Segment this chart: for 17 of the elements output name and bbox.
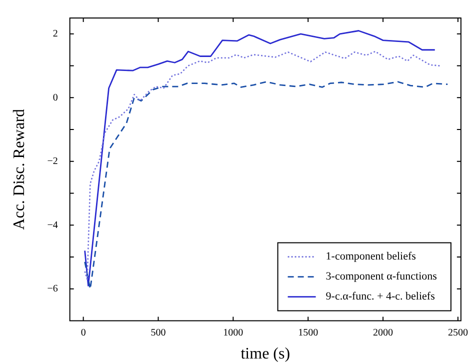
y-tick-label: 0 xyxy=(52,92,58,104)
x-tick-label: 500 xyxy=(150,327,166,338)
x-tick-label: 2500 xyxy=(448,327,468,338)
y-tick-label: −4 xyxy=(47,220,58,231)
legend-label: 9-c.α-func. + 4-c. beliefs xyxy=(326,290,435,303)
x-tick-label: 1500 xyxy=(298,327,318,338)
x-tick-label: 1000 xyxy=(223,327,244,338)
x-tick-label: 2000 xyxy=(373,327,394,338)
legend-label: 1-component beliefs xyxy=(326,250,416,263)
x-axis-title: time (s) xyxy=(240,346,290,363)
y-tick-label: −6 xyxy=(47,284,58,295)
y-tick-label: −2 xyxy=(47,156,58,168)
x-tick-label: 0 xyxy=(80,327,86,338)
line-series xyxy=(84,81,448,290)
legend-label: 3-component α-functions xyxy=(326,270,437,283)
y-tick-label: 2 xyxy=(52,28,58,40)
y-axis-title: Acc. Disc. Reward xyxy=(10,108,28,230)
